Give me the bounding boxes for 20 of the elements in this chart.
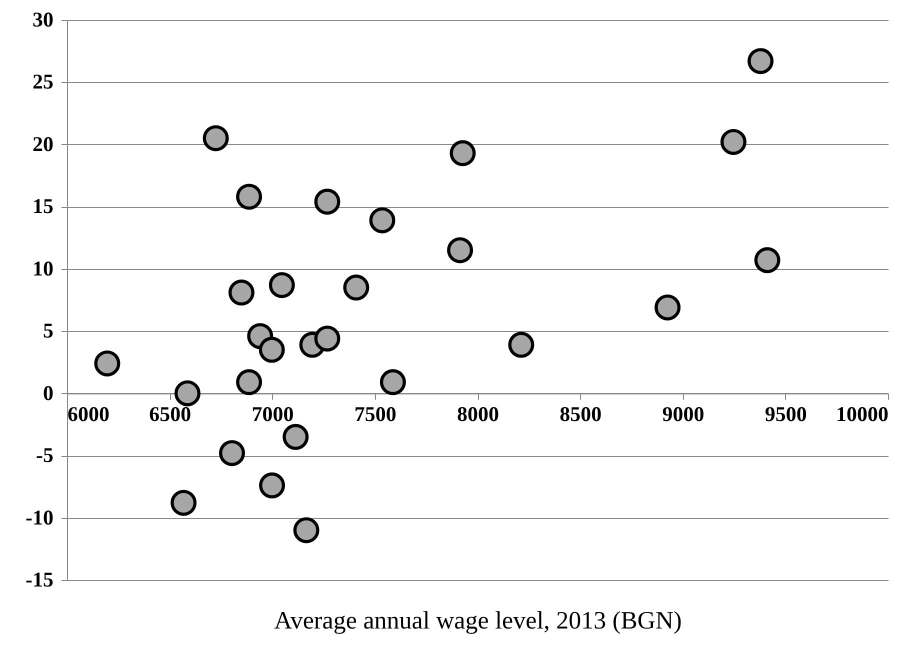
y-tick-label: -15 (26, 568, 54, 592)
y-tick-label: 5 (43, 318, 54, 343)
y-tick-label: -10 (26, 505, 54, 530)
x-tick-label: 8000 (457, 402, 499, 426)
y-tick-label: 10 (32, 256, 54, 280)
x-tick-label: 9000 (662, 402, 704, 426)
y-tick-label: 0 (43, 380, 54, 405)
y-tick-label: -5 (36, 443, 54, 468)
y-tick-label: 15 (32, 194, 54, 218)
y-tick-label: 30 (32, 8, 54, 32)
y-tick-label: 20 (32, 132, 54, 156)
x-tick-label: 7000 (252, 402, 294, 426)
x-axis-title: Average annual wage level, 2013 (BGN) (274, 608, 682, 634)
x-tick-label: 8500 (560, 402, 602, 426)
x-tick-label: 10000 (836, 402, 888, 426)
x-tick-label: 7500 (354, 402, 396, 426)
x-tick-label: 6500 (149, 402, 192, 426)
y-tick-label: 25 (32, 70, 54, 94)
x-tick-label: 6000 (68, 402, 110, 426)
x-tick-label: 9500 (764, 402, 807, 426)
